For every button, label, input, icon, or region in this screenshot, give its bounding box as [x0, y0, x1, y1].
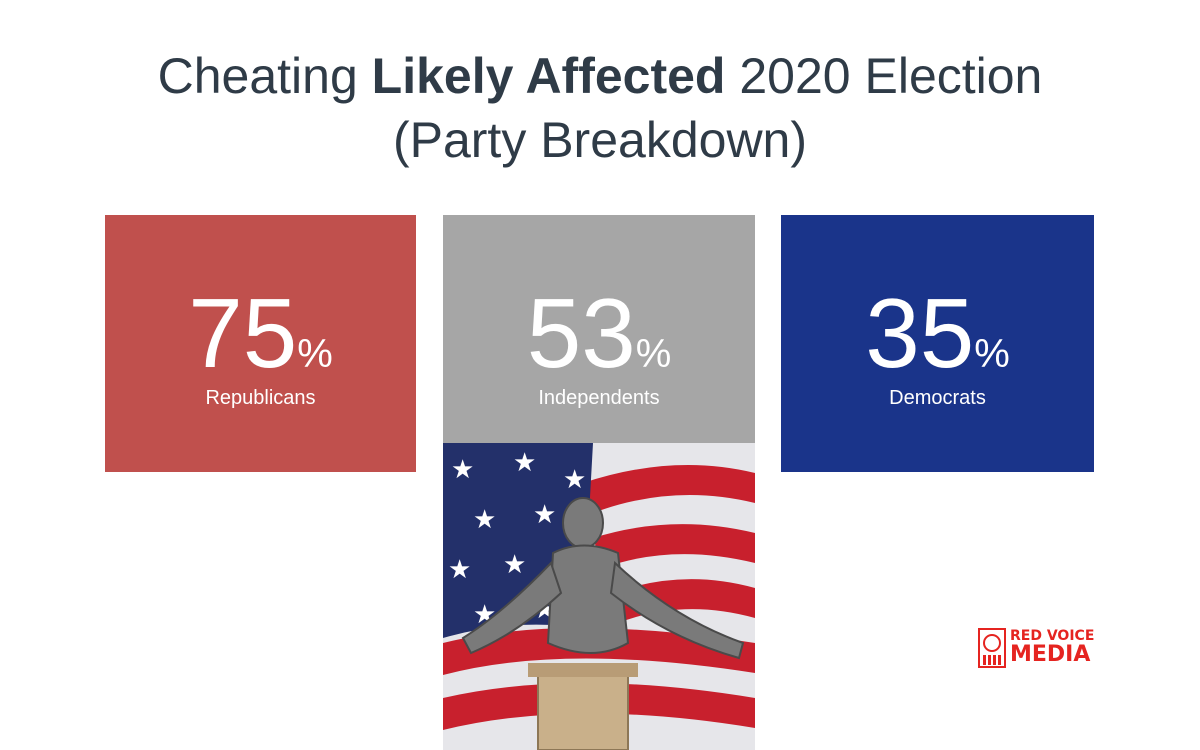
svg-text:★: ★ — [503, 550, 526, 580]
republicans-number: 75 — [188, 278, 298, 388]
republicans-card: 75% Republicans — [105, 215, 416, 472]
logo-line-2: MEDIA — [1010, 642, 1091, 667]
title-bold: Likely Affected — [371, 48, 726, 104]
svg-text:★: ★ — [533, 500, 556, 530]
title-post: 2020 Election — [725, 48, 1043, 104]
democrats-label: Democrats — [889, 387, 986, 409]
democrats-number: 35 — [865, 278, 975, 388]
svg-text:★: ★ — [451, 455, 474, 485]
democrats-card: 35% Democrats — [781, 215, 1094, 472]
chart-title: Cheating Likely Affected 2020 Election (… — [0, 44, 1200, 172]
logo-line-1: RED VOICE — [1010, 628, 1095, 644]
independents-card: 53% Independents — [443, 215, 755, 472]
democrats-value: 35% — [781, 283, 1094, 383]
title-pre: Cheating — [157, 48, 372, 104]
svg-text:★: ★ — [563, 465, 586, 495]
independents-value: 53% — [443, 283, 755, 383]
republicans-value: 75% — [105, 283, 416, 383]
democrats-unit: % — [974, 332, 1010, 376]
flag-statue-photo: ★★★ ★★ ★★★ ★★ — [443, 443, 755, 750]
independents-unit: % — [635, 332, 672, 376]
republicans-unit: % — [297, 332, 333, 376]
independents-number: 53 — [526, 278, 636, 388]
republicans-label: Republicans — [205, 387, 316, 409]
independents-label: Independents — [538, 387, 660, 409]
flag-photo-illustration: ★★★ ★★ ★★★ ★★ — [443, 443, 755, 750]
svg-text:★: ★ — [473, 505, 496, 535]
title-line-2: (Party Breakdown) — [392, 112, 808, 168]
logo-icon — [978, 628, 1006, 668]
svg-text:★: ★ — [448, 555, 471, 585]
svg-text:★: ★ — [513, 448, 536, 478]
red-voice-media-logo: RED VOICE MEDIA — [978, 628, 1110, 668]
title-line-1: Cheating Likely Affected 2020 Election — [0, 44, 1200, 108]
